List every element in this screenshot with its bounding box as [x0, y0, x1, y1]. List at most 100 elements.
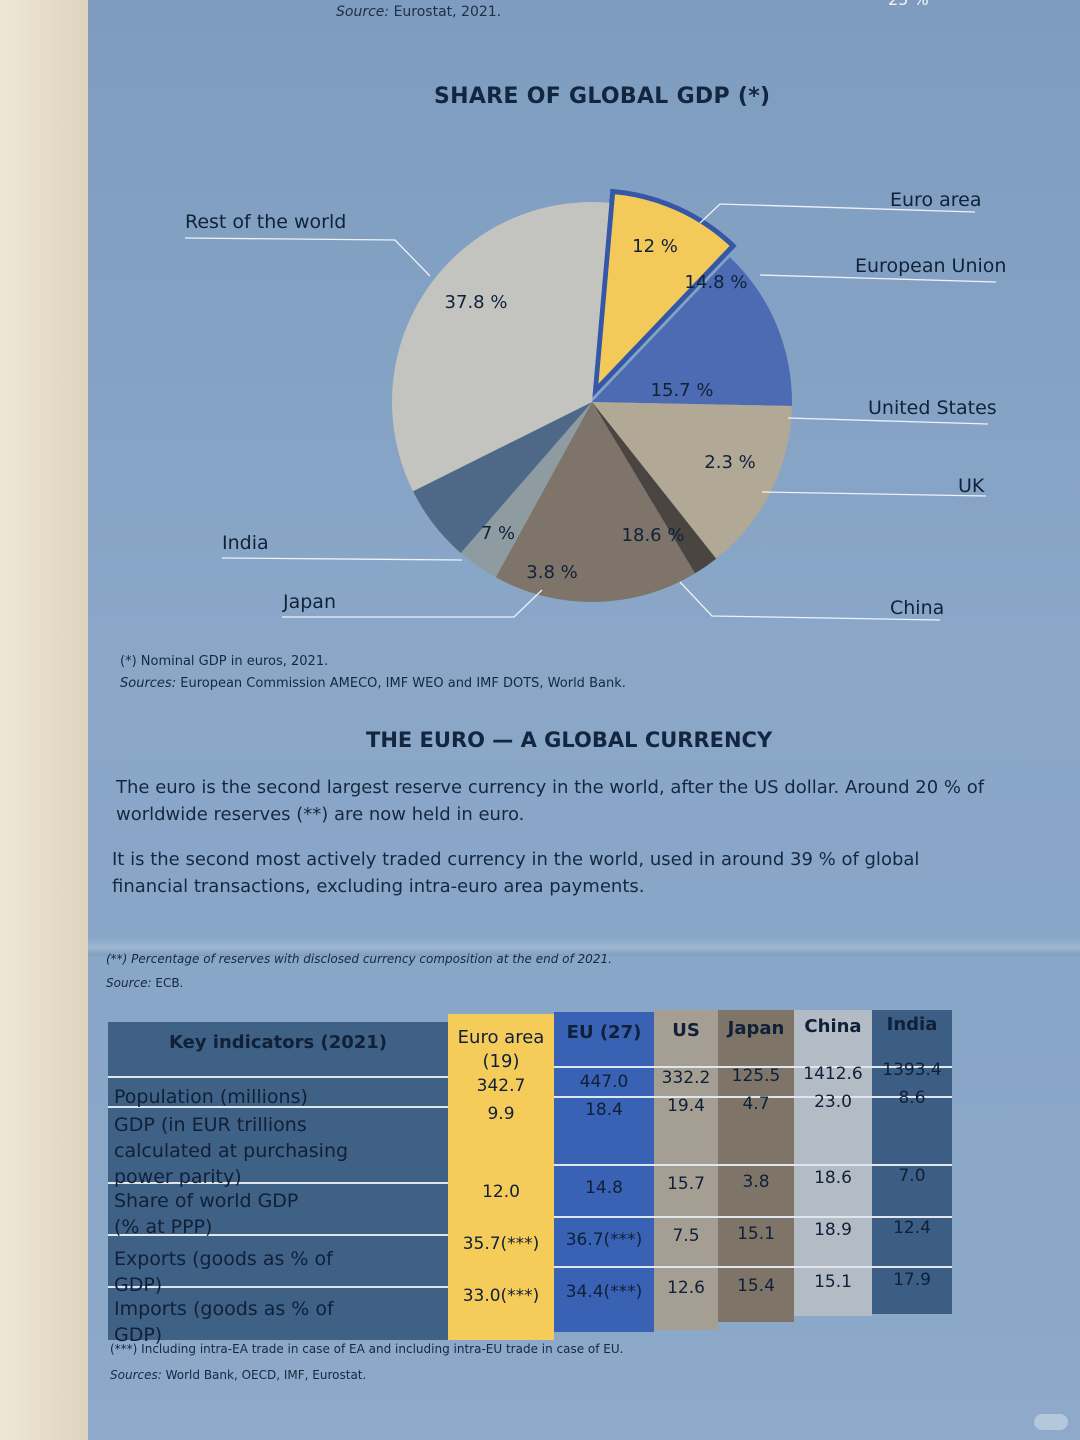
table-cell: 18.9: [814, 1220, 852, 1240]
reserves-footnote: (**) Percentage of reserves with disclos…: [106, 952, 612, 966]
table-cell: 1393.4: [882, 1060, 942, 1080]
slice-value-label: 37.8 %: [445, 292, 508, 313]
leader-line: [787, 417, 989, 425]
eu-column: [554, 1012, 654, 1332]
table-cell: 14.8: [585, 1178, 623, 1198]
row-label-imports: Imports (goods as % of GDP): [114, 1298, 334, 1346]
pie-slice-india: [413, 402, 592, 553]
japan-column: [718, 1010, 794, 1322]
column-header-us: US: [672, 1020, 700, 1041]
pie-slice-united-states: [592, 402, 792, 559]
row-divider: [108, 1182, 448, 1184]
india-column: [872, 1010, 952, 1314]
column-header-china: China: [804, 1016, 862, 1037]
leader-line: [221, 557, 463, 561]
slice-category-label: China: [890, 597, 944, 619]
table-cell: 23.0: [814, 1092, 852, 1112]
slice-category-label: Rest of the world: [185, 211, 346, 233]
row-label-share-world-gdp: Share of world GDP (% at PPP): [114, 1190, 299, 1238]
pie-footnote: (*) Nominal GDP in euros, 2021.: [120, 654, 329, 669]
china-column: [794, 1010, 872, 1316]
row-divider: [108, 1234, 448, 1236]
table-cell: 7.5: [672, 1226, 700, 1246]
pie-slice-japan: [460, 402, 592, 578]
pie-slice-rest-of-the-world: [392, 202, 610, 492]
table-cell: 17.9: [893, 1270, 931, 1290]
leader-line: [699, 203, 976, 224]
column-header-euro-area: Euro area (19): [457, 1027, 545, 1072]
table-sources: Sources: World Bank, OECD, IMF, Eurostat…: [110, 1368, 367, 1382]
key-indicators-table: Key indicators (2021) Euro area (19) EU …: [108, 1010, 964, 1346]
row-divider: [554, 1266, 952, 1268]
row-divider: [554, 1216, 952, 1218]
table-cell: 15.4: [737, 1276, 775, 1296]
pie-chart-title: SHARE OF GLOBAL GDP (*): [434, 84, 771, 109]
row-divider: [554, 1164, 952, 1166]
row-label-exports: Exports (goods as % of GDP): [114, 1248, 333, 1296]
row-label-gdp: GDP (in EUR trillions calculated at purc…: [114, 1114, 349, 1188]
slice-category-label: India: [222, 532, 269, 554]
paragraph-reserves: The euro is the second largest reserve c…: [116, 777, 985, 825]
table-cell: 18.4: [585, 1100, 623, 1120]
table-cell: 447.0: [579, 1072, 629, 1092]
paragraph-transactions: It is the second most actively traded cu…: [112, 849, 920, 897]
pie-chart: 12 % Euro area 14.8 % European Union 15.7 % U…: [184, 188, 1006, 621]
column-header-india: India: [886, 1014, 938, 1035]
table-cell: 15.1: [737, 1224, 775, 1244]
table-cell: 8.6: [898, 1088, 926, 1108]
table-cell: 125.5: [731, 1066, 781, 1086]
background-edge: [0, 0, 88, 1440]
table-cell: 15.1: [814, 1272, 852, 1292]
table-cell: 12.6: [667, 1278, 705, 1298]
row-divider: [108, 1076, 448, 1078]
table-cell: 15.7: [667, 1174, 705, 1194]
slice-category-label: European Union: [855, 255, 1006, 277]
leader-line: [282, 589, 543, 618]
row-divider: [108, 1106, 448, 1108]
table-footnote: (***) Including intra-EA trade in case o…: [110, 1342, 624, 1356]
paper-fold: [88, 938, 1080, 956]
pie-slice-china: [495, 402, 696, 602]
watermark-logo: [1034, 1414, 1068, 1430]
column-header-eu: EU (27): [566, 1022, 642, 1043]
slice-category-label: UK: [958, 475, 985, 497]
slice-value-label: 3.8 %: [526, 562, 577, 583]
table-cell: 36.7(***): [565, 1230, 643, 1250]
table-cell: 4.7: [742, 1094, 770, 1114]
leader-line: [184, 237, 431, 277]
table-cell: 35.7(***): [462, 1234, 540, 1254]
slice-value-label: 12 %: [632, 236, 678, 257]
section-title: THE EURO — A GLOBAL CURRENCY: [366, 728, 773, 752]
slice-value-label: 2.3 %: [704, 452, 755, 473]
slice-category-label: Japan: [282, 591, 336, 613]
slice-value-label: 14.8 %: [685, 272, 748, 293]
reserves-source: Source: ECB.: [106, 976, 184, 990]
table-cell: 18.6: [814, 1168, 852, 1188]
pie-sources: Sources: European Commission AMECO, IMF …: [120, 676, 626, 691]
table-cell: 332.2: [661, 1068, 711, 1088]
table-cell: 9.9: [487, 1104, 515, 1124]
table-cell: 12.4: [893, 1218, 931, 1238]
leader-line: [679, 581, 941, 621]
us-column: [654, 1010, 718, 1330]
table-cell: 33.0(***): [462, 1286, 540, 1306]
table-cell: 7.0: [898, 1166, 926, 1186]
slice-value-label: 7 %: [481, 523, 515, 544]
table-cell: 34.4(***): [565, 1282, 643, 1302]
row-divider: [554, 1096, 952, 1098]
euro-area-column: [448, 1014, 554, 1340]
table-cell: 19.4: [667, 1096, 705, 1116]
slice-category-label: Euro area: [890, 189, 981, 211]
row-divider: [554, 1066, 952, 1068]
top-source: Source: Eurostat, 2021.: [336, 4, 502, 20]
slice-category-label: United States: [868, 397, 997, 419]
table-cell: 12.0: [482, 1182, 520, 1202]
row-label-population: Population (millions): [114, 1086, 308, 1108]
clipped-percentage: 25 %: [888, 0, 929, 9]
table-cell: 342.7: [476, 1076, 526, 1096]
table-cell: 3.8: [742, 1172, 770, 1192]
table-cell: 1412.6: [803, 1064, 863, 1084]
table-title: Key indicators (2021): [168, 1032, 388, 1053]
slice-value-label: 15.7 %: [651, 380, 714, 401]
pie-slice-european-union: [592, 257, 793, 406]
